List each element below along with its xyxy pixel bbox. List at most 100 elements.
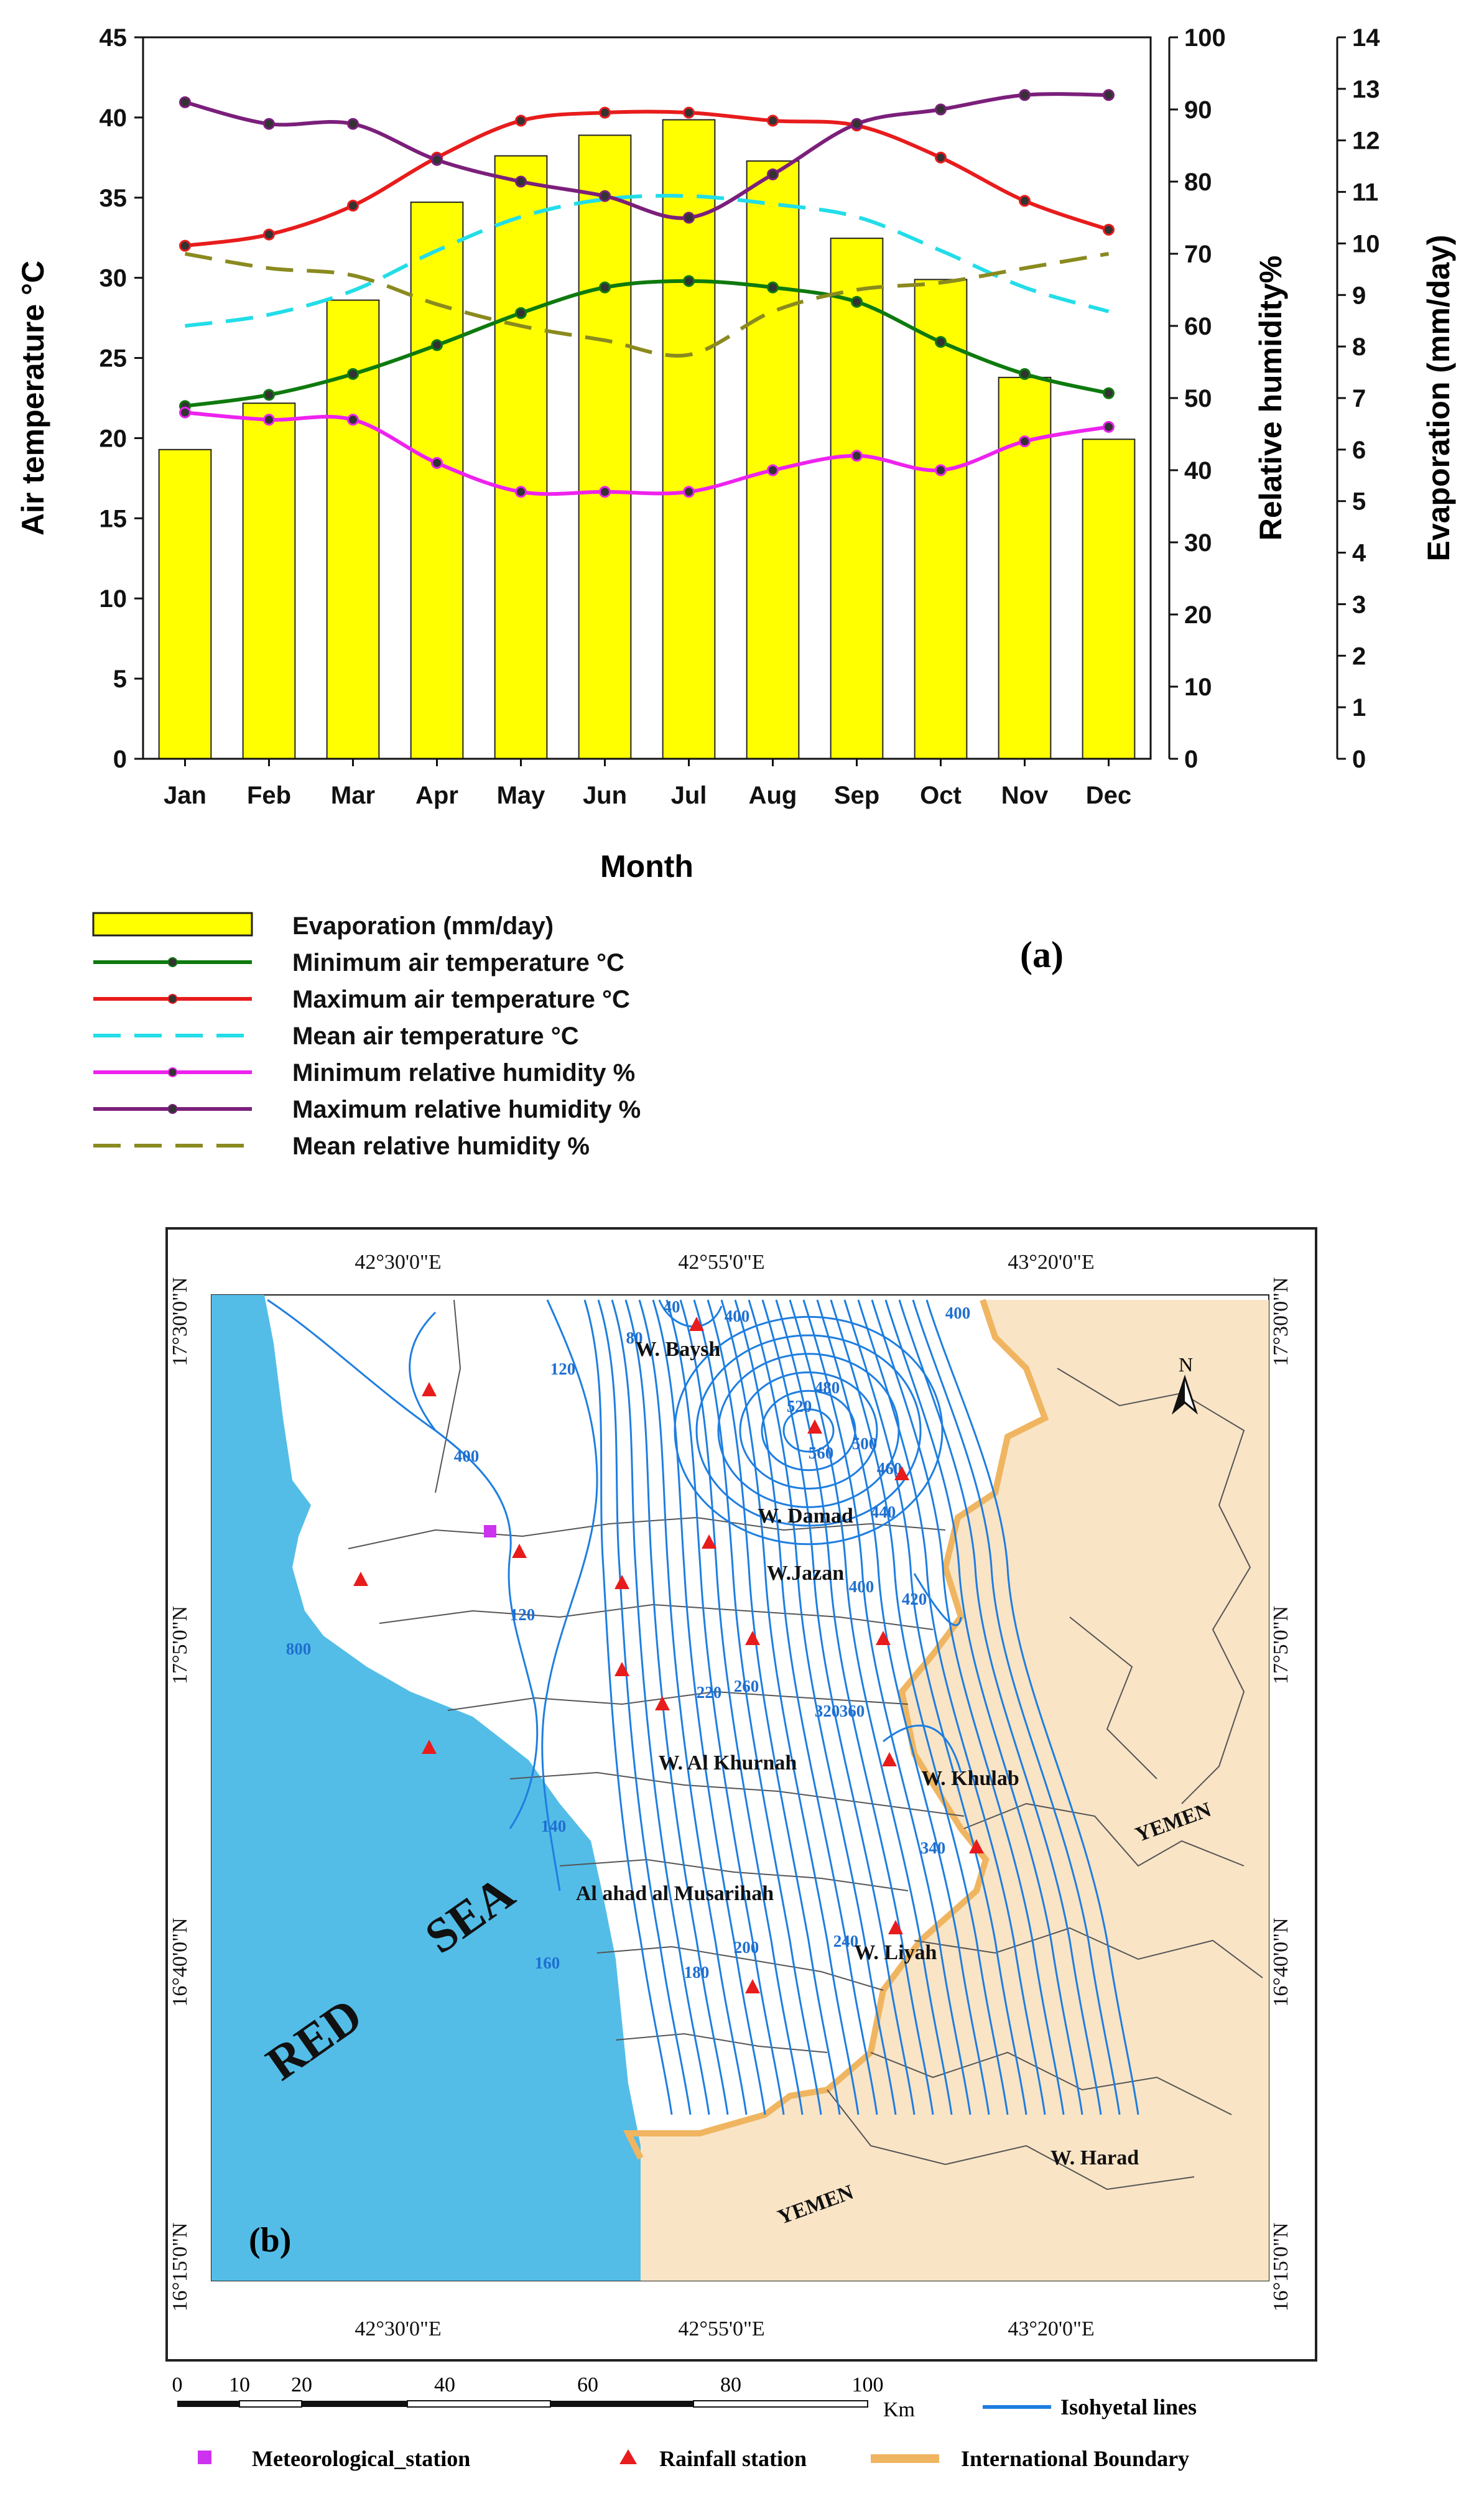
isohyet-line <box>884 1299 1083 2115</box>
legend-rain-swatch <box>619 2449 637 2464</box>
isohyet-label: 80 <box>626 1329 643 1347</box>
y2-tick-label: 100 <box>1184 24 1226 52</box>
longitude-label-bottom: 42°30'0"E <box>355 2317 441 2340</box>
y-tick-label: 35 <box>100 185 128 212</box>
panel-a-label: (a) <box>1020 934 1064 975</box>
x-tick-label: Oct <box>920 782 962 809</box>
legend-met-label: Meteorological_station <box>252 2446 470 2471</box>
series-point <box>347 414 359 426</box>
series-point <box>1103 223 1115 236</box>
rainfall-station-marker <box>422 1740 437 1754</box>
rainfall-stations <box>353 1317 984 1993</box>
series-point <box>1019 368 1031 380</box>
legend-label: Minimum air temperature °C <box>292 949 624 976</box>
isohyet-label: 320 <box>815 1702 840 1720</box>
isohyet-line <box>913 1573 962 1626</box>
series-point <box>179 239 191 252</box>
y2-tick-label: 20 <box>1184 601 1212 629</box>
rainfall-station-marker <box>888 1920 903 1934</box>
isohyet-label: 200 <box>734 1938 759 1957</box>
y2-tick-label: 70 <box>1184 241 1212 268</box>
rainfall-station-marker <box>876 1631 891 1645</box>
y3-tick-label: 11 <box>1352 179 1378 206</box>
evaporation-bar <box>746 160 800 760</box>
evaporation-bar <box>662 119 716 760</box>
x-axis-title: Month <box>600 849 693 884</box>
y3-tick-label: 7 <box>1352 385 1366 412</box>
legend-swatch-marker <box>167 1104 178 1114</box>
series-point <box>767 464 779 476</box>
series-line <box>185 193 1110 328</box>
isohyet-line <box>789 1299 953 2115</box>
series-point <box>347 368 359 380</box>
y3-tick-label: 5 <box>1352 488 1366 516</box>
series-point <box>1103 387 1115 399</box>
latitude-label-left: 17°30'0"N <box>169 1277 192 1366</box>
panel-b-label: (b) <box>249 2221 291 2260</box>
legend-boundary-label: International Boundary <box>961 2446 1189 2471</box>
latitude-label-right: 17°30'0"N <box>1269 1277 1292 1366</box>
y2-tick-label: 60 <box>1184 313 1212 340</box>
y-tick-label: 30 <box>100 265 128 292</box>
x-tick-label: Jan <box>164 782 206 809</box>
series-point <box>1103 89 1115 101</box>
y2-axis-title: Relative humidity% <box>1253 256 1288 540</box>
longitude-label-bottom: 43°20'0"E <box>1008 2317 1094 2340</box>
series-point <box>263 118 275 130</box>
series-point <box>1019 435 1031 448</box>
isohyet-line <box>707 1299 841 2115</box>
isohyet-line <box>761 1389 856 1472</box>
evaporation-bar <box>914 279 968 759</box>
map-frame <box>165 1227 1317 2362</box>
isohyet-label: 440 <box>871 1503 896 1521</box>
rainfall-station-marker <box>745 1631 760 1645</box>
isohyet-line <box>748 1299 897 2115</box>
isohyet-line <box>695 1334 922 1527</box>
series-point <box>683 275 695 287</box>
evaporation-bar <box>242 402 296 759</box>
isohyet-line <box>717 1353 900 1508</box>
isohyet-line <box>816 1299 990 2115</box>
isohyet-line <box>802 1299 972 2115</box>
isohyet-label: 260 <box>734 1677 759 1695</box>
isohyet-line <box>611 1299 710 2115</box>
series-point <box>851 450 863 462</box>
meteorological-station-marker <box>484 1525 496 1537</box>
series-point <box>935 103 947 116</box>
y3-tick-label: 4 <box>1352 540 1366 567</box>
isohyet-label: 480 <box>815 1378 840 1397</box>
isohyet-label: 240 <box>833 1932 859 1950</box>
series-point <box>767 281 779 294</box>
y3-tick-label: 8 <box>1352 333 1366 361</box>
isohyetal-map: 42°30'0"E 42°30'0"E 42°55'0"E 42°55'0"E 43°2… <box>165 1227 1317 2471</box>
y2-tick-label: 50 <box>1184 385 1212 412</box>
red-sea <box>211 1295 641 2281</box>
isohyet-line <box>665 1299 785 2115</box>
isohyet-line <box>925 1299 1139 2115</box>
series-point <box>515 175 527 188</box>
isohyet-line <box>541 1299 598 1891</box>
legend-swatch-bar <box>92 912 253 937</box>
isohyet-label: 400 <box>849 1577 874 1596</box>
isohyet-label: 120 <box>550 1360 576 1378</box>
y3-tick-label: 3 <box>1352 591 1366 618</box>
series-point <box>599 106 611 119</box>
plot-frame <box>142 36 1152 760</box>
legend-isohyetal-label: Isohyetal lines <box>1060 2395 1197 2419</box>
isohyet-line <box>761 1299 916 2115</box>
isohyet-line <box>638 1299 748 2115</box>
isohyet-label: 400 <box>454 1447 480 1465</box>
evaporation-bar <box>578 134 632 759</box>
x-tick-label: Mar <box>331 782 375 809</box>
place-label: W. Khulab <box>921 1767 1019 1790</box>
legend-label: Mean relative humidity % <box>292 1133 590 1160</box>
series-point <box>851 118 863 130</box>
y-axis-title: Air temperature °C <box>16 261 50 536</box>
series-point <box>683 211 695 224</box>
rainfall-station-marker <box>969 1839 984 1853</box>
y2-tick-label: 0 <box>1184 746 1198 773</box>
scale-tick-label: 0 <box>172 2373 183 2396</box>
series-point <box>431 154 443 166</box>
y2-tick-label: 30 <box>1184 529 1212 557</box>
isohyet-label: 400 <box>945 1304 971 1322</box>
